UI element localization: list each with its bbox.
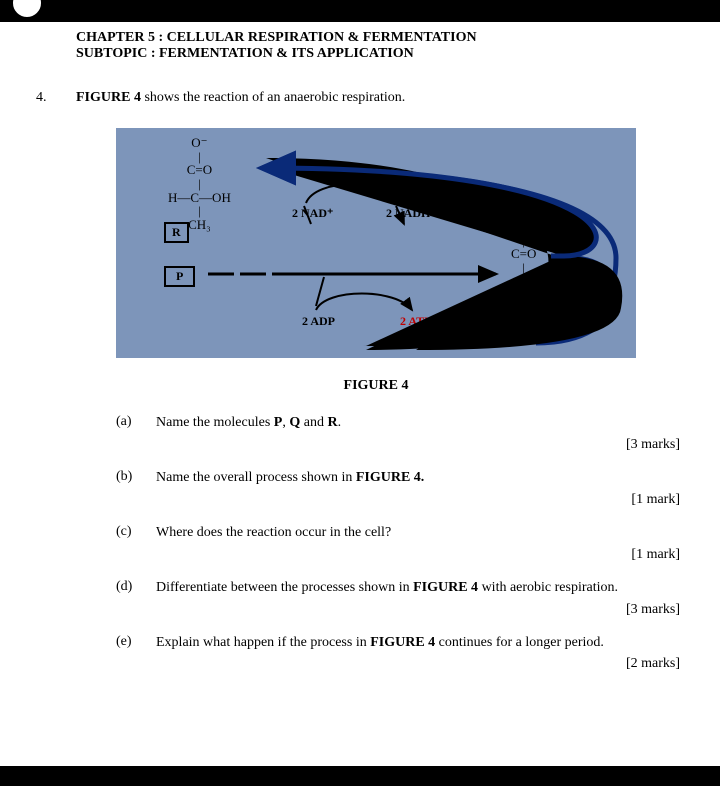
subpart-e-text: Explain what happen if the process in FI… <box>156 634 684 653</box>
subpart-a: (a) Name the molecules P, Q and R. [3 ma… <box>116 414 684 453</box>
question-number: 4. <box>36 90 76 106</box>
subpart-b-text: Name the overall process shown in FIGURE… <box>156 469 684 488</box>
subpart-b-marks: [1 mark] <box>196 492 684 508</box>
subpart-d-text: Differentiate between the processes show… <box>156 579 684 598</box>
subpart-d-marks: [3 marks] <box>196 602 684 618</box>
top-bar <box>0 0 720 22</box>
figure-ref: FIGURE 4 <box>76 90 144 105</box>
subpart-a-label: (a) <box>116 414 156 433</box>
footer-bar <box>0 766 720 786</box>
subpart-e-label: (e) <box>116 634 156 653</box>
page-content: CHAPTER 5 : CELLULAR RESPIRATION & FERME… <box>0 22 720 672</box>
question-stem: FIGURE 4 shows the reaction of an anaero… <box>76 90 405 106</box>
subpart-e: (e) Explain what happen if the process i… <box>116 634 684 673</box>
corner-circle <box>10 0 44 20</box>
header-block: CHAPTER 5 : CELLULAR RESPIRATION & FERME… <box>76 30 684 62</box>
diagram-svg <box>116 128 636 358</box>
subparts-list: (a) Name the molecules P, Q and R. [3 ma… <box>116 414 684 672</box>
subpart-e-marks: [2 marks] <box>196 656 684 672</box>
subpart-c: (c) Where does the reaction occur in the… <box>116 524 684 563</box>
subpart-c-label: (c) <box>116 524 156 543</box>
figure-4-diagram: O⁻ | C=O | H—C—OH | CH₃ O⁻ | C=O | C=O |… <box>116 128 636 358</box>
subtopic-title: SUBTOPIC : FERMENTATION & ITS APPLICATIO… <box>76 46 684 62</box>
subpart-b: (b) Name the overall process shown in FI… <box>116 469 684 508</box>
chapter-title: CHAPTER 5 : CELLULAR RESPIRATION & FERME… <box>76 30 684 46</box>
subpart-d: (d) Differentiate between the processes … <box>116 579 684 618</box>
figure-caption: FIGURE 4 <box>116 378 636 394</box>
subpart-a-marks: [3 marks] <box>196 437 684 453</box>
figure-wrap: O⁻ | C=O | H—C—OH | CH₃ O⁻ | C=O | C=O |… <box>116 128 636 394</box>
question-row: 4. FIGURE 4 shows the reaction of an ana… <box>36 90 684 106</box>
subpart-d-label: (d) <box>116 579 156 598</box>
subpart-c-text: Where does the reaction occur in the cel… <box>156 524 684 543</box>
subpart-b-label: (b) <box>116 469 156 488</box>
subpart-c-marks: [1 mark] <box>196 547 684 563</box>
stem-text: shows the reaction of an anaerobic respi… <box>144 90 405 105</box>
subpart-a-text: Name the molecules P, Q and R. <box>156 414 684 433</box>
